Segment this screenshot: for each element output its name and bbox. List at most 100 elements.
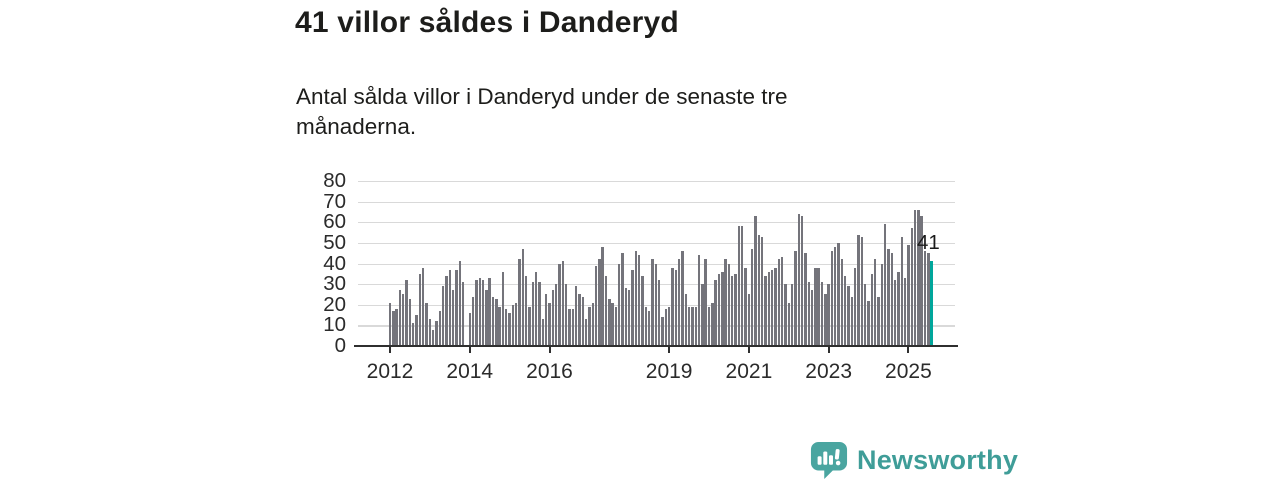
bar xyxy=(505,308,508,346)
bar xyxy=(691,306,694,346)
bar xyxy=(887,249,890,346)
bar xyxy=(797,214,800,346)
bar xyxy=(591,302,594,346)
gridline xyxy=(358,222,955,224)
bar xyxy=(618,263,621,346)
bar xyxy=(488,277,491,346)
bar xyxy=(731,275,734,346)
bar xyxy=(837,242,840,346)
bar xyxy=(654,263,658,346)
bar xyxy=(621,253,624,346)
bar xyxy=(907,244,910,346)
bar xyxy=(448,269,451,346)
bar xyxy=(827,284,830,346)
bar xyxy=(544,294,548,346)
bar xyxy=(628,290,631,346)
bar xyxy=(631,269,634,346)
bar xyxy=(638,255,641,346)
x-axis-tick-label: 2025 xyxy=(885,360,932,383)
x-axis-tick-label: 2014 xyxy=(446,360,494,383)
gridline xyxy=(358,242,955,245)
bar xyxy=(657,280,661,346)
sales-bar-chart: 0 10 20 30 40 50 60 70 80 2012 2014 2016 2019 2021 202… xyxy=(323,169,958,383)
bar xyxy=(747,294,751,346)
bar xyxy=(721,271,724,346)
bar xyxy=(873,259,877,346)
bar xyxy=(893,280,897,346)
bar xyxy=(787,302,790,346)
bar xyxy=(900,236,903,346)
bar xyxy=(744,267,747,346)
bar xyxy=(644,306,648,346)
bar xyxy=(790,284,794,346)
bar xyxy=(834,247,837,346)
bar xyxy=(428,319,432,346)
x-axis-tick-mark xyxy=(548,346,551,353)
bar xyxy=(867,300,870,346)
bar xyxy=(661,317,664,346)
y-axis-tick-label: 50 xyxy=(323,230,346,254)
bar xyxy=(767,271,771,346)
bar xyxy=(415,315,418,346)
bar xyxy=(774,267,777,346)
bar xyxy=(541,319,545,346)
bar xyxy=(754,216,757,346)
bar xyxy=(734,273,737,346)
y-axis-tick-label: 30 xyxy=(323,272,346,296)
bar xyxy=(554,284,558,346)
x-axis-tick-label: 2023 xyxy=(805,360,852,383)
bar xyxy=(608,298,611,346)
bar xyxy=(478,277,481,346)
bar xyxy=(764,275,767,346)
bar xyxy=(641,275,644,346)
x-axis-tick-mark xyxy=(468,346,471,353)
bar xyxy=(923,251,927,346)
bar xyxy=(525,275,528,346)
bar xyxy=(760,236,764,346)
bar xyxy=(461,282,465,346)
bar xyxy=(694,306,697,346)
bar xyxy=(770,269,774,346)
bar xyxy=(498,306,501,346)
bar xyxy=(707,306,711,346)
bar xyxy=(601,247,604,346)
bar xyxy=(408,298,412,346)
bar xyxy=(877,296,880,346)
bar xyxy=(890,253,893,346)
x-axis-tick-mark xyxy=(747,346,750,353)
bar xyxy=(820,282,824,346)
x-axis-tick-label: 2012 xyxy=(366,360,414,383)
y-axis-tick-label: 70 xyxy=(323,189,346,213)
bar xyxy=(432,329,435,346)
bar xyxy=(917,209,920,346)
bar xyxy=(551,290,555,346)
bar xyxy=(528,306,531,346)
bar xyxy=(927,253,930,346)
bar xyxy=(677,259,681,346)
bar xyxy=(648,310,651,346)
x-axis-tick-label: 2016 xyxy=(526,360,573,383)
bar xyxy=(824,294,827,346)
bar xyxy=(840,259,844,346)
x-axis-tick-mark xyxy=(907,346,910,353)
x-axis-line xyxy=(354,344,958,347)
bar xyxy=(804,253,807,346)
bar xyxy=(438,310,442,346)
bar xyxy=(425,302,428,346)
bar xyxy=(508,313,511,346)
bar xyxy=(810,290,814,346)
bar xyxy=(451,290,455,346)
bar xyxy=(830,251,834,346)
bar xyxy=(624,288,628,346)
bar xyxy=(485,290,488,346)
bar xyxy=(518,259,521,346)
bar xyxy=(681,251,684,346)
bar xyxy=(844,275,847,346)
bar xyxy=(857,234,860,346)
y-axis-tick-label: 0 xyxy=(334,334,346,357)
bar xyxy=(667,306,671,346)
x-axis-tick-mark xyxy=(668,346,671,353)
bar xyxy=(538,282,541,346)
bar xyxy=(481,280,485,346)
bar xyxy=(751,249,754,346)
